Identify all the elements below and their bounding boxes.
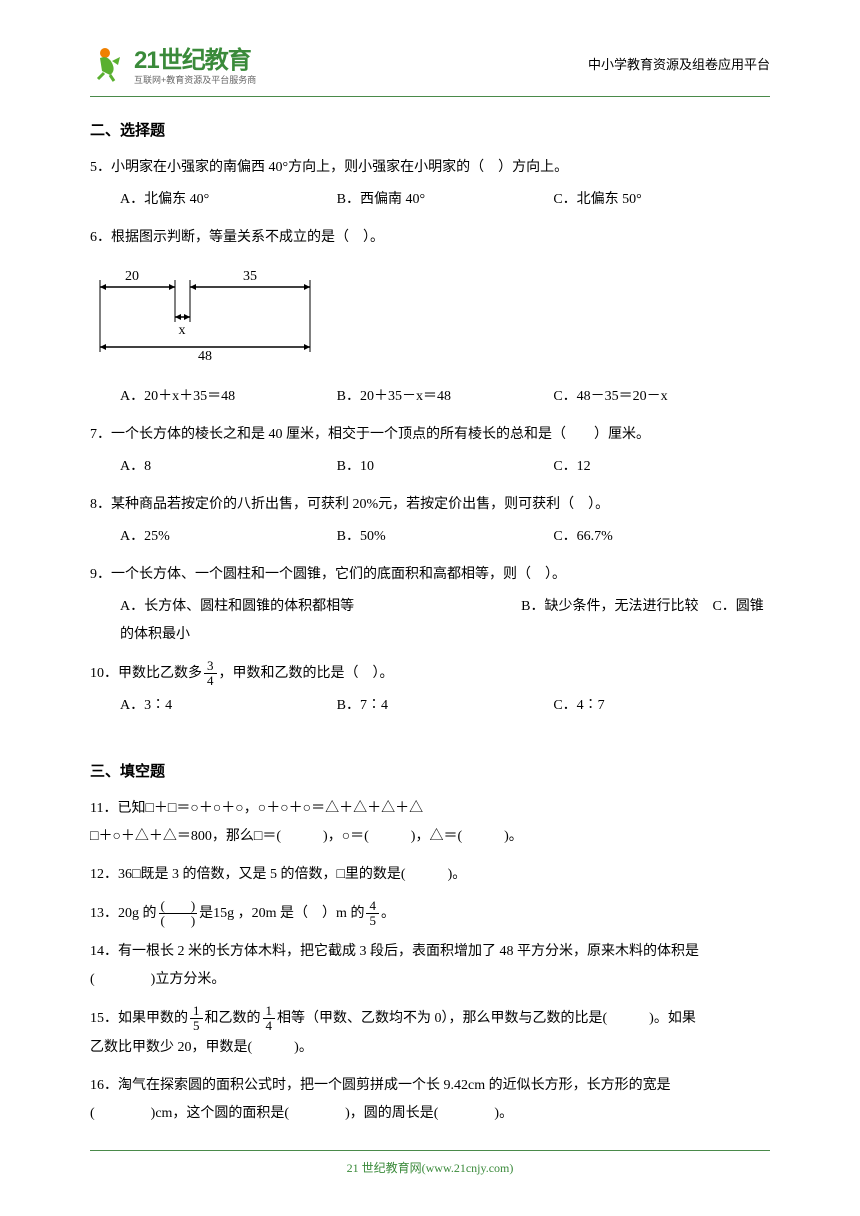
page-header: 21世纪教育 互联网+教育资源及平台服务商 中小学教育资源及组卷应用平台 (0, 0, 860, 96)
logo-subtitle: 互联网+教育资源及平台服务商 (134, 73, 256, 86)
question-7: 7．一个长方体的棱长之和是 40 厘米，相交于一个顶点的所有棱长的总和是（ ）厘… (90, 421, 770, 481)
q10-fraction: 34 (204, 659, 217, 689)
q8-text: 8．某种商品若按定价的八折出售，可获利 20%元，若按定价出售，则可获利（ ）。 (90, 491, 770, 519)
q5-option-c: C．北偏东 50° (553, 186, 770, 214)
question-16: 16．淘气在探索圆的面积公式时，把一个圆剪拼成一个长 9.42cm 的近似长方形… (90, 1072, 770, 1128)
q5-option-b: B．西偏南 40° (337, 186, 554, 214)
q7-option-b: B．10 (337, 453, 554, 481)
q7-options: A．8 B．10 C．12 (90, 453, 770, 481)
q10-option-b: B．7∶4 (337, 692, 554, 720)
q9-option-c-cont: 的体积最小 (120, 627, 190, 642)
question-11: 11．已知□＋□＝○＋○＋○，○＋○＋○＝△＋△＋△＋△ □＋○＋△＋△＝800… (90, 795, 770, 851)
question-12: 12．36□既是 3 的倍数，又是 5 的倍数，□里的数是( )。 (90, 861, 770, 889)
q6-option-a: A．20＋x＋35＝48 (120, 383, 337, 411)
logo-text: 21世纪教育 (134, 47, 251, 74)
question-5: 5．小明家在小强家的南偏西 40°方向上，则小强家在小明家的（ ）方向上。 A．… (90, 154, 770, 214)
q10-options: A．3∶4 B．7∶4 C．4∶7 (90, 692, 770, 720)
diagram-label-35: 35 (243, 269, 257, 284)
q15-frac1: 15 (190, 1004, 203, 1034)
q9-option-a: A．长方体、圆柱和圆锥的体积都相等 (120, 599, 354, 614)
q6-option-b: B．20＋35－x＝48 (337, 383, 554, 411)
q9-options: A．长方体、圆柱和圆锥的体积都相等 B．缺少条件，无法进行比较 C．圆锥 的体积… (90, 593, 770, 649)
q15-mid1: 和乙数的 (205, 1011, 261, 1026)
q10-option-c: C．4∶7 (553, 692, 770, 720)
q14-line1: 14．有一根长 2 米的长方体木料，把它截成 3 段后，表面积增加了 48 平方… (90, 938, 770, 966)
q13-fraction: 45 (366, 899, 379, 929)
q10-option-a: A．3∶4 (120, 692, 337, 720)
diagram-label-48: 48 (198, 349, 212, 362)
q15-line2: 乙数比甲数少 20，甲数是( )。 (90, 1034, 770, 1062)
logo-icon (90, 43, 130, 83)
q6-text: 6．根据图示判断，等量关系不成立的是（ ）。 (90, 224, 770, 252)
content-area: 二、选择题 5．小明家在小强家的南偏西 40°方向上，则小强家在小明家的（ ）方… (0, 117, 860, 1128)
question-14: 14．有一根长 2 米的长方体木料，把它截成 3 段后，表面积增加了 48 平方… (90, 938, 770, 994)
logo: 21世纪教育 互联网+教育资源及平台服务商 (90, 40, 256, 86)
section3-title: 三、填空题 (90, 758, 770, 787)
header-right-text: 中小学教育资源及组卷应用平台 (588, 54, 770, 73)
q6-option-c: C．48－35＝20－x (553, 383, 770, 411)
q9-text: 9．一个长方体、一个圆柱和一个圆锥，它们的底面积和高都相等，则（ ）。 (90, 561, 770, 589)
q9-option-c-pre: C．圆锥 (712, 599, 763, 614)
q16-line1: 16．淘气在探索圆的面积公式时，把一个圆剪拼成一个长 9.42cm 的近似长方形… (90, 1072, 770, 1100)
footer-divider (90, 1150, 770, 1151)
page-footer: 21 世纪教育网(www.21cnjy.com) (0, 1150, 860, 1176)
q14-line2: ( )立方分米。 (90, 966, 770, 994)
q5-options: A．北偏东 40° B．西偏南 40° C．北偏东 50° (90, 186, 770, 214)
q5-text: 5．小明家在小强家的南偏西 40°方向上，则小强家在小明家的（ ）方向上。 (90, 154, 770, 182)
q8-option-b: B．50% (337, 523, 554, 551)
q15-line1: 15．如果甲数的15和乙数的14相等（甲数、乙数均不为 0），那么甲数与乙数的比… (90, 1004, 770, 1034)
q15-mid2: 相等（甲数、乙数均不为 0），那么甲数与乙数的比是( )。如果 (277, 1011, 696, 1026)
q7-text: 7．一个长方体的棱长之和是 40 厘米，相交于一个顶点的所有棱长的总和是（ ）厘… (90, 421, 770, 449)
q16-line2: ( )cm，这个圆的面积是( )，圆的周长是( )。 (90, 1100, 770, 1128)
footer-text: 21 世纪教育网(www.21cnjy.com) (0, 1159, 860, 1176)
q8-option-c: C．66.7% (553, 523, 770, 551)
question-15: 15．如果甲数的15和乙数的14相等（甲数、乙数均不为 0），那么甲数与乙数的比… (90, 1004, 770, 1062)
q13-t2: 是15g ，20m 是（ ）m 的 (199, 906, 364, 921)
q12-text: 12．36□既是 3 的倍数，又是 5 的倍数，□里的数是( )。 (90, 861, 770, 889)
question-10: 10．甲数比乙数多34，甲数和乙数的比是（ ）。 A．3∶4 B．7∶4 C．4… (90, 659, 770, 721)
q7-option-c: C．12 (553, 453, 770, 481)
question-13: 13．20g 的( )( )是15g ，20m 是（ ）m 的45。 (90, 899, 770, 929)
q8-option-a: A．25% (120, 523, 337, 551)
q9-option-b: B．缺少条件，无法进行比较 (521, 599, 698, 614)
q6-diagram: 20 35 x 48 (90, 262, 770, 373)
q6-options: A．20＋x＋35＝48 B．20＋35－x＝48 C．48－35＝20－x (90, 383, 770, 411)
section2-title: 二、选择题 (90, 117, 770, 146)
q13-t3: 。 (381, 906, 395, 921)
q11-line2: □＋○＋△＋△＝800，那么□＝( )，○＝( )，△＝( )。 (90, 823, 770, 851)
q10-text-post: ，甲数和乙数的比是（ ）。 (219, 666, 394, 681)
q10-text: 10．甲数比乙数多34，甲数和乙数的比是（ ）。 (90, 659, 770, 689)
q15-pre: 15．如果甲数的 (90, 1011, 188, 1026)
logo-text-block: 21世纪教育 互联网+教育资源及平台服务商 (134, 40, 256, 86)
question-8: 8．某种商品若按定价的八折出售，可获利 20%元，若按定价出售，则可获利（ ）。… (90, 491, 770, 551)
q15-frac2: 14 (263, 1004, 276, 1034)
question-6: 6．根据图示判断，等量关系不成立的是（ ）。 20 35 x (90, 224, 770, 411)
header-divider (90, 96, 770, 97)
q7-option-a: A．8 (120, 453, 337, 481)
question-9: 9．一个长方体、一个圆柱和一个圆锥，它们的底面积和高都相等，则（ ）。 A．长方… (90, 561, 770, 649)
q5-option-a: A．北偏东 40° (120, 186, 337, 214)
q13-t1: 20g 的 (118, 906, 157, 921)
q8-options: A．25% B．50% C．66.7% (90, 523, 770, 551)
q13-pre: 13． (90, 906, 118, 921)
q10-text-pre: 10．甲数比乙数多 (90, 666, 202, 681)
q13-blank-fraction: ( )( ) (159, 899, 198, 929)
diagram-label-x: x (179, 323, 186, 338)
diagram-label-20: 20 (125, 269, 139, 284)
q11-line1: 11．已知□＋□＝○＋○＋○，○＋○＋○＝△＋△＋△＋△ (90, 795, 770, 823)
